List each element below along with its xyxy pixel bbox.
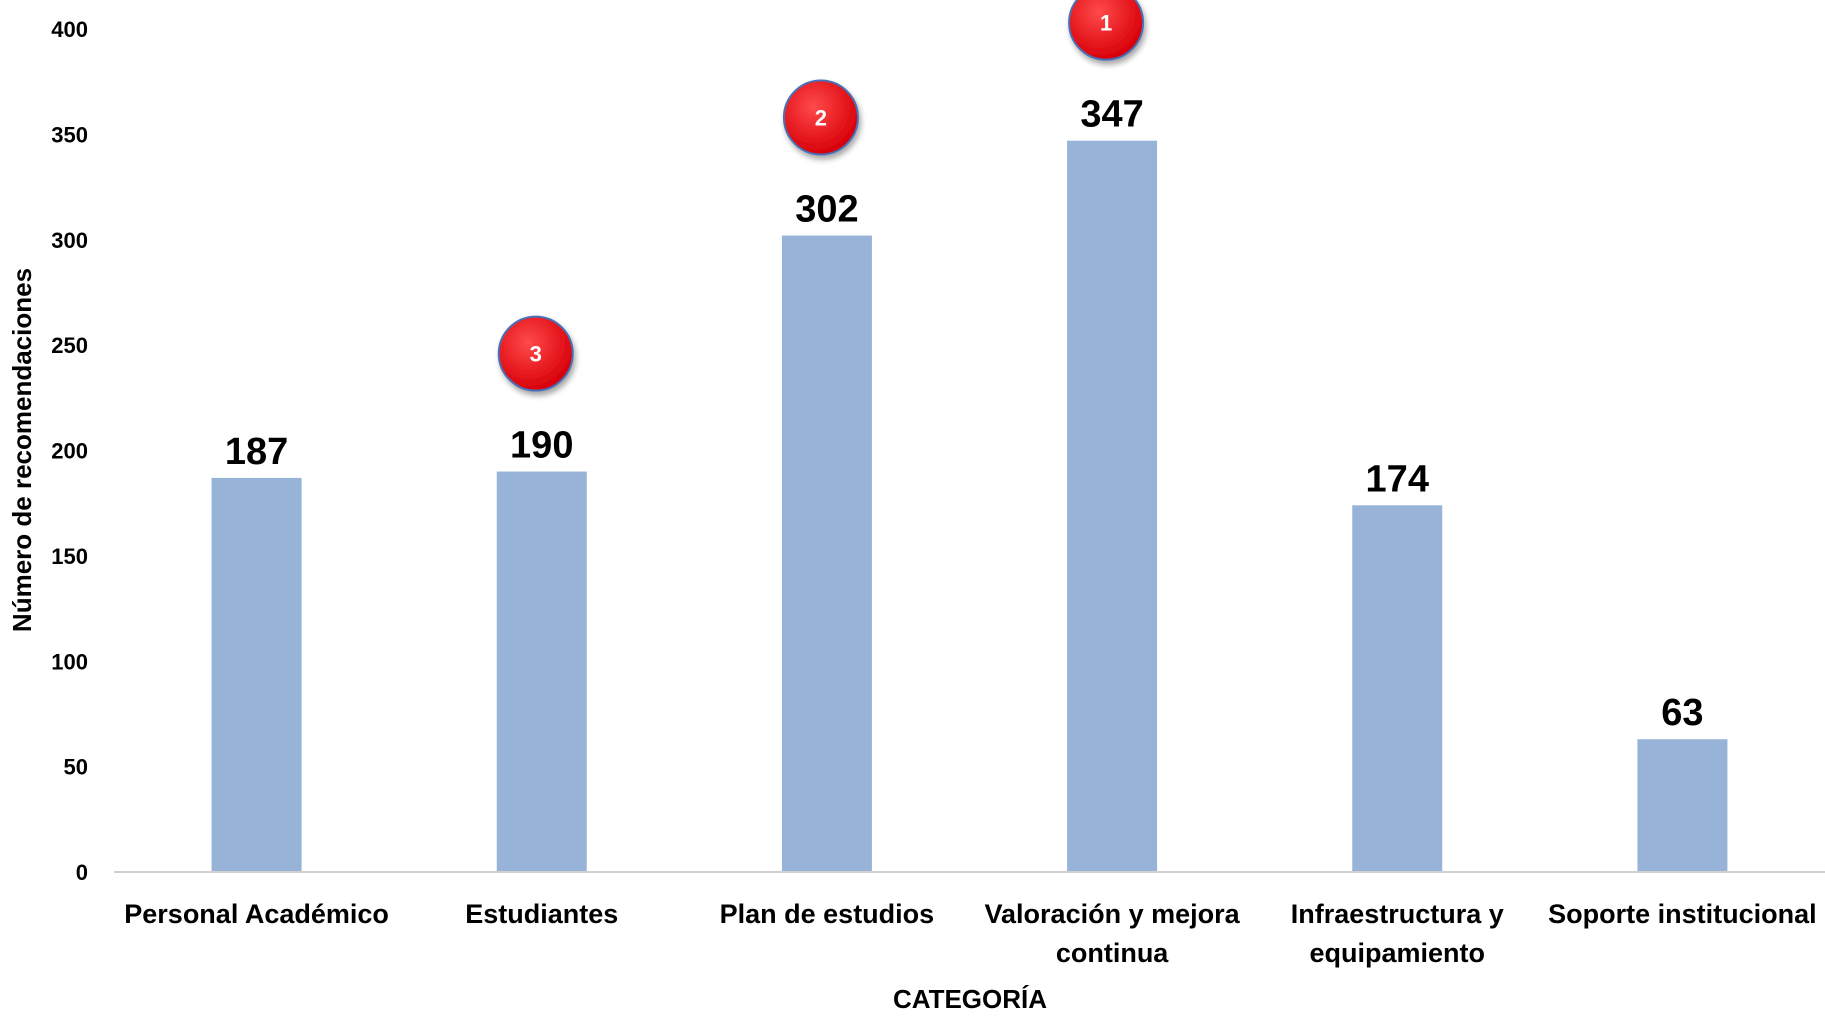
rank-badge-label: 3 xyxy=(530,342,542,367)
x-axis-title: CATEGORÍA xyxy=(893,984,1047,1014)
x-tick-label: Valoración y mejora xyxy=(985,899,1241,929)
x-tick-label: Estudiantes xyxy=(465,899,618,929)
x-tick-label: equipamiento xyxy=(1309,938,1485,968)
y-tick-label: 300 xyxy=(51,228,88,253)
y-tick-label: 100 xyxy=(51,649,88,674)
rank-badge xyxy=(497,315,574,392)
y-axis-title: Número de recomendaciones xyxy=(7,268,37,632)
bar-value-label: 187 xyxy=(225,431,288,473)
bar xyxy=(211,477,302,872)
value-labels: 187 190 302 347 174 63 xyxy=(225,94,1704,735)
bar-value-label: 63 xyxy=(1661,692,1703,734)
bar xyxy=(781,235,872,872)
bars xyxy=(211,140,1728,872)
y-tick-label: 200 xyxy=(51,439,88,464)
y-tick-label: 50 xyxy=(64,755,88,780)
x-tick-label: continua xyxy=(1056,938,1169,968)
rank-badge-label: 1 xyxy=(1100,11,1112,36)
bar xyxy=(1067,140,1158,872)
bar xyxy=(496,471,587,872)
x-tick-label: Personal Académico xyxy=(124,899,389,929)
x-tick-label: Soporte institucional xyxy=(1548,899,1817,929)
rank-badge-label: 2 xyxy=(815,106,827,131)
bar-value-label: 302 xyxy=(795,189,858,231)
bar xyxy=(1352,505,1443,872)
bar-value-label: 190 xyxy=(510,425,573,467)
y-tick-label: 350 xyxy=(51,122,88,147)
x-axis: Personal Académico Estudiantes Plan de est… xyxy=(114,871,1825,968)
y-tick-label: 400 xyxy=(51,17,88,42)
rank-badges: 1 2 3 xyxy=(497,0,1145,392)
y-axis: 0 50 100 150 200 250 300 350 400 xyxy=(51,17,88,885)
bar-value-label: 174 xyxy=(1366,458,1429,500)
y-tick-label: 250 xyxy=(51,333,88,358)
rank-badge xyxy=(782,79,859,156)
x-tick-label: Plan de estudios xyxy=(720,899,935,929)
y-tick-label: 0 xyxy=(76,860,88,885)
rank-badge xyxy=(1068,0,1145,61)
y-tick-label: 150 xyxy=(51,544,88,569)
x-tick-label: Infraestructura y xyxy=(1291,899,1504,929)
bar-value-label: 347 xyxy=(1080,94,1143,136)
bar xyxy=(1637,739,1728,872)
